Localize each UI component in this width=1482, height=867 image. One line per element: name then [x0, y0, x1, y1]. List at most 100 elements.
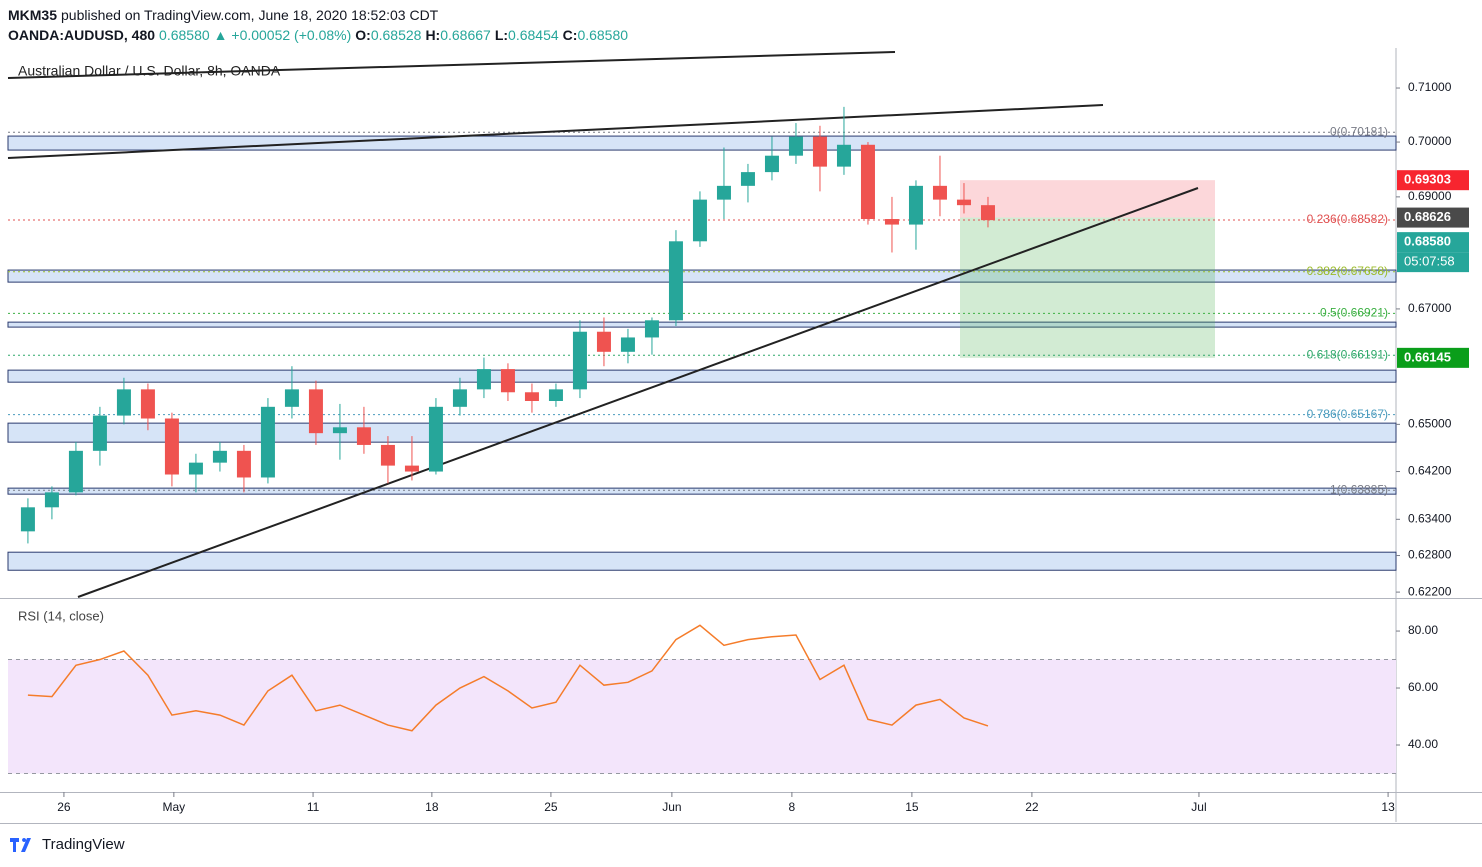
candle-body	[884, 219, 899, 225]
candle-body	[716, 185, 731, 200]
footer: TradingView	[8, 834, 125, 854]
ohlc-value: 0.68580	[577, 27, 629, 43]
candle-body	[524, 392, 539, 401]
candle-body	[236, 450, 251, 478]
candle-body	[92, 415, 107, 451]
fib-label: 0.786(0.65167)	[1307, 407, 1388, 421]
candle-body	[644, 320, 659, 338]
candle-body	[68, 450, 83, 493]
y-tick-label: 0.62800	[1408, 548, 1452, 562]
y-tick-label: 60.00	[1408, 680, 1438, 694]
rsi-line	[27, 624, 989, 732]
header: MKM35 published on TradingView.com, June …	[8, 5, 628, 45]
rsi-band	[8, 659, 1396, 774]
x-tick-label: 8	[789, 800, 796, 814]
change: ▲ +0.00052 (+0.08%)	[213, 27, 352, 43]
candle-body	[164, 418, 179, 475]
zone	[7, 369, 1397, 383]
stop-zone	[960, 180, 1215, 218]
candle-body	[260, 406, 275, 478]
candle-body	[932, 185, 947, 200]
target-zone	[960, 217, 1215, 358]
price-label: 0.66145	[1404, 349, 1451, 364]
ohlc-value: 0.68528	[370, 27, 422, 43]
y-tick-label: 40.00	[1408, 737, 1438, 751]
candle-body	[44, 492, 59, 508]
fib-label: 0.236(0.68582)	[1307, 212, 1388, 226]
fib-label: 0.382(0.67658)	[1307, 264, 1388, 278]
candle-body	[668, 241, 683, 321]
zone	[7, 135, 1397, 151]
ohlc-value: 0.68667	[440, 27, 491, 43]
plot: 0.71000 0.70000 0.69000 0.67000 0.65000 0.642…	[0, 48, 1482, 824]
price-label-box	[1397, 232, 1469, 253]
rsi-title: RSI (14, close)	[18, 608, 104, 623]
candle-body	[764, 155, 779, 173]
zone	[7, 422, 1397, 443]
candle-body	[596, 331, 611, 352]
candle-body	[980, 205, 995, 221]
x-tick-label: 25	[544, 800, 558, 814]
price-label-box	[1397, 347, 1469, 368]
candle-body	[476, 369, 491, 390]
candle-body	[548, 389, 563, 401]
publisher: MKM35	[8, 7, 58, 23]
zone	[7, 269, 1397, 283]
candle-body	[452, 389, 467, 407]
candle-body	[332, 427, 347, 434]
ohlc-label: H:	[425, 27, 441, 43]
countdown: 05:07:58	[1404, 254, 1455, 269]
price-label: 0.68626	[1404, 209, 1451, 224]
brand: TradingView	[42, 835, 125, 853]
ohlc: O:0.68528 H:0.68667 L:0.68454 C:0.68580	[351, 27, 628, 43]
ohlc-label: L:	[494, 27, 509, 43]
price-label: 0.69303	[1404, 172, 1451, 187]
candle-body	[788, 136, 803, 156]
candle-body	[20, 507, 35, 532]
candle-body	[308, 389, 323, 434]
x-tick-label: Jul	[1191, 800, 1206, 814]
y-tick-label: 0.71000	[1408, 80, 1452, 94]
fib-label: 0(0.70181)	[1330, 124, 1388, 138]
trend-line	[77, 187, 1199, 598]
y-tick-label: 0.64200	[1408, 464, 1452, 478]
y-tick-label: 0.65000	[1408, 417, 1452, 431]
fib-label: 1(0.63885)	[1330, 482, 1388, 496]
candle-body	[860, 144, 875, 220]
ohlc-value: 0.68454	[508, 27, 559, 43]
candle-body	[956, 199, 971, 206]
candle-body	[500, 369, 515, 393]
fib-label: 0.618(0.66191)	[1307, 347, 1388, 361]
header-line: OANDA:AUDUSD, 480 0.68580 ▲ +0.00052 (+0.0…	[8, 25, 628, 45]
logo	[10, 838, 31, 852]
candle-body	[428, 406, 443, 472]
chart-title: Australian Dollar / U.S. Dollar, 8h, OAN…	[18, 63, 281, 79]
candle-body	[620, 337, 635, 352]
trend-line	[7, 51, 896, 79]
y-tick-label: 0.70000	[1408, 134, 1452, 148]
candle-body	[380, 444, 395, 466]
price-label-box	[1397, 170, 1469, 191]
candle-body	[740, 172, 755, 186]
fib-label: 0.5(0.66921)	[1320, 306, 1388, 320]
candle-body	[692, 199, 707, 242]
zone	[7, 321, 1397, 328]
candle-body	[404, 465, 419, 472]
y-tick-label: 0.69000	[1408, 189, 1452, 203]
header-line: MKM35 published on TradingView.com, June …	[8, 5, 628, 25]
x-tick-label: 26	[57, 800, 71, 814]
published: published on TradingView.com, June 18, 2…	[61, 7, 439, 23]
candle-body	[812, 136, 827, 167]
ohlc-label: C:	[562, 27, 578, 43]
y-tick-label: 0.63400	[1408, 511, 1452, 525]
ohlc-label: O:	[355, 27, 371, 43]
y-tick-label: 0.62200	[1408, 584, 1452, 598]
trend-line	[7, 104, 1104, 159]
candle-body	[908, 185, 923, 225]
x-tick-label: 22	[1025, 800, 1039, 814]
x-tick-label: 15	[905, 800, 919, 814]
price-label: 0.68580	[1404, 234, 1451, 249]
candle-body	[212, 450, 227, 463]
